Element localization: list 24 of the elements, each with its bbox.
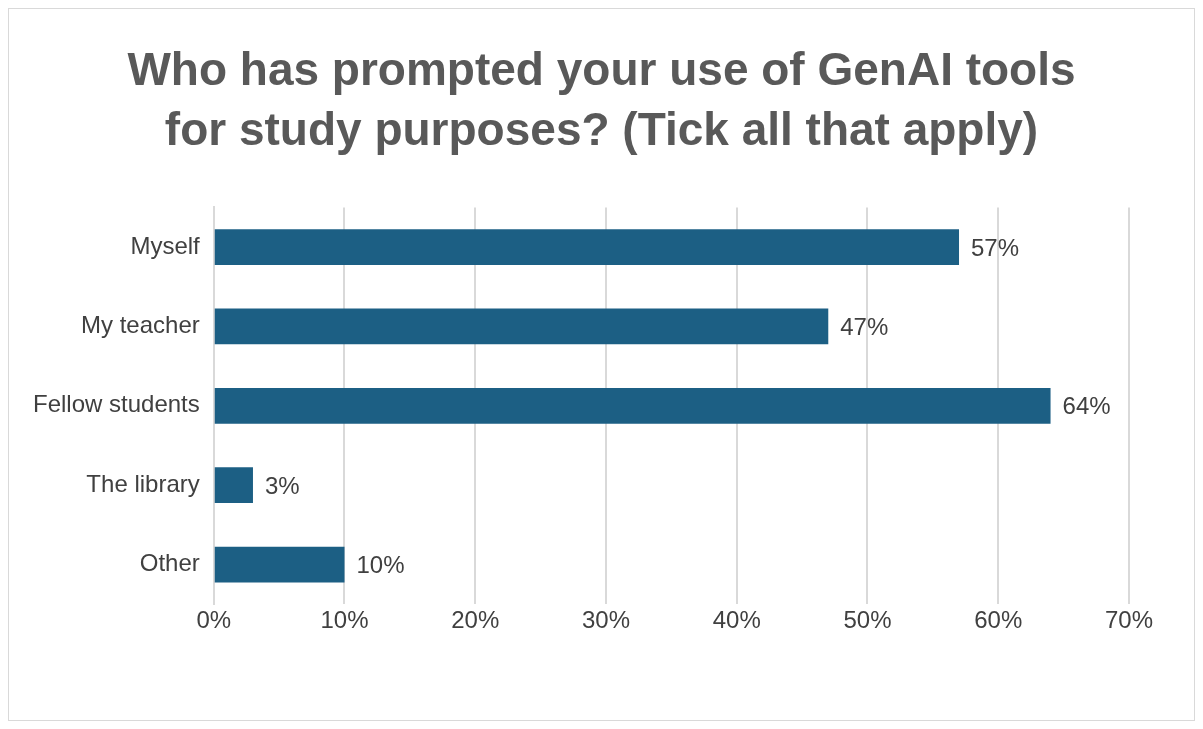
x-tick-label: 0% xyxy=(196,606,232,634)
y-tick-label: My teacher xyxy=(81,311,200,339)
data-label: 47% xyxy=(840,313,889,341)
x-tick-label: 30% xyxy=(581,606,631,634)
x-tick-label: 50% xyxy=(843,606,892,634)
x-tick-label: 60% xyxy=(974,606,1023,634)
x-tick-label: 10% xyxy=(320,606,369,634)
x-tick-label: 70% xyxy=(1104,606,1154,634)
data-label: 10% xyxy=(356,551,405,579)
y-tick-label: The library xyxy=(86,469,200,497)
data-label: 3% xyxy=(264,471,300,499)
x-tick-label: 20% xyxy=(451,606,500,634)
bar xyxy=(214,387,1051,424)
x-tick-label: 40% xyxy=(712,606,761,634)
bar xyxy=(214,308,829,345)
data-label: 57% xyxy=(971,233,1020,261)
chart-title: Who has prompted your use of GenAI tools for study purposes? (Tick all that apply) xyxy=(126,42,1077,157)
y-tick-label: Myself xyxy=(130,231,201,259)
bar xyxy=(214,546,345,583)
y-tick-label: Fellow students xyxy=(33,390,200,418)
data-label: 64% xyxy=(1062,392,1111,420)
bar xyxy=(214,467,253,504)
bar xyxy=(214,229,960,265)
y-tick-label: Other xyxy=(139,549,200,577)
